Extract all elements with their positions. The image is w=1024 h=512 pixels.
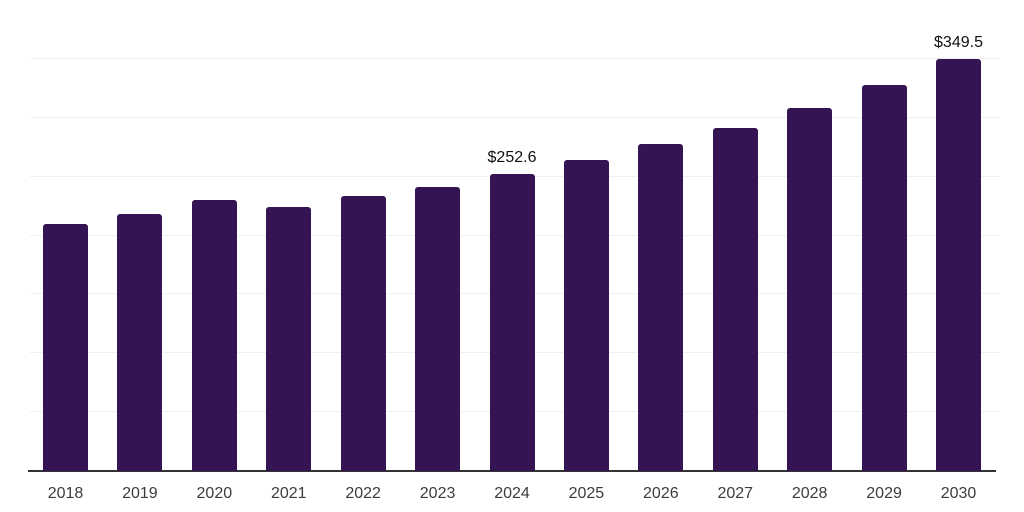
bar (936, 59, 981, 471)
bar (712, 128, 758, 471)
x-tick-label: 2024 (494, 485, 530, 502)
bar (340, 196, 386, 471)
bar (489, 173, 535, 471)
gridline (30, 57, 1000, 59)
bar (43, 223, 88, 471)
plot-area: $252.6 $349.5 (28, 0, 1000, 472)
bar-value-label: $349.5 (934, 34, 983, 52)
bar-value-label: $252.6 (487, 148, 537, 166)
x-axis-line (28, 470, 996, 472)
bar (266, 206, 312, 471)
x-tick-label: 2027 (717, 485, 754, 502)
bar (563, 160, 609, 471)
x-tick-label: 2019 (122, 485, 158, 502)
x-tick-label: 2021 (270, 485, 307, 502)
bar (191, 199, 237, 471)
bar (415, 187, 461, 471)
x-tick-label: 2026 (643, 485, 679, 502)
x-tick-label: 2022 (345, 485, 381, 502)
bar (117, 213, 163, 471)
bar (787, 107, 833, 471)
bar (638, 144, 684, 471)
x-tick-label: 2030 (940, 485, 977, 502)
x-tick-label: 2020 (196, 485, 233, 502)
x-tick-label: 2028 (791, 485, 828, 502)
x-tick-label: 2018 (47, 485, 84, 502)
x-tick-label: 2025 (568, 485, 605, 502)
x-tick-label: 2029 (866, 485, 902, 502)
bar (861, 85, 907, 471)
gridline (30, 116, 1000, 118)
x-tick-label: 2023 (419, 485, 456, 502)
